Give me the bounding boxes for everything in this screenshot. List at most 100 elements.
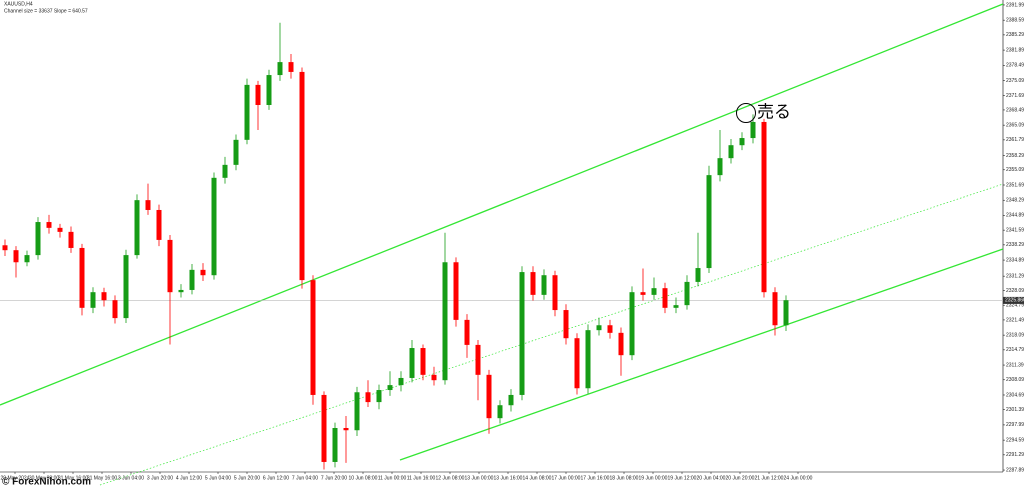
candle-body [387,385,393,391]
x-tick-label: 11 Jun 00:00 [378,475,407,481]
candle-body [332,428,338,462]
x-tick-label: 12 Jun 08:00 [436,475,465,481]
candle-body [288,62,294,72]
y-tick-label: 2287.890 [1006,467,1024,473]
candle-body [409,348,415,378]
candle-body [475,344,481,375]
candle-body [596,325,602,331]
y-tick-label: 2371.690 [1006,93,1024,99]
x-tick-label: 31 May 16:00 [87,475,118,481]
candle-body [772,292,778,326]
candle-body [651,288,657,295]
y-tick-label: 2375.090 [1006,78,1024,84]
plot-area [0,22,1003,470]
candle-body [695,268,701,282]
candle-body [101,292,107,301]
y-tick-label: 2355.090 [1006,167,1024,173]
candle-body [68,231,74,248]
candle-body [112,300,118,319]
candle-body [717,158,723,176]
annotation-circle [736,103,756,123]
candle-body [607,325,613,333]
y-tick-label: 2358.290 [1006,153,1024,159]
y-tick-label: 2348.290 [1006,198,1024,204]
candle-body [783,300,789,326]
x-tick-label: 24 Jun 00:00 [784,475,813,481]
x-tick-label: 13 Jun 16:00 [494,475,523,481]
candle-body [750,121,756,139]
candle-body [79,247,85,308]
x-tick-label: 3 Jun 20:00 [147,475,173,481]
y-tick-label: 2341.590 [1006,227,1024,233]
indicator-label: Channel size = 33637 Slope = 640.57 [4,8,88,14]
candle-body [24,255,30,263]
current-price-box [1003,296,1024,304]
candle-body [57,227,63,232]
candle-body [508,394,514,406]
candle-body [706,175,712,269]
x-tick-label: 5 Jun 04:00 [205,475,231,481]
candle-body [618,332,624,356]
x-tick-label: 17 Jun 00:00 [552,475,581,481]
candle-body [343,428,349,431]
candle-body [420,348,426,375]
candle-body [2,245,8,251]
x-tick-label: 10 Jun 08:00 [349,475,378,481]
channel-lower [399,248,1004,461]
x-tick-label: 5 Jun 20:00 [234,475,260,481]
channel-upper [0,3,1004,406]
candle-body [662,288,668,308]
y-tick-label: 2297.990 [1006,422,1024,428]
candle-body [46,222,52,228]
y-tick-label: 2351.690 [1006,182,1024,188]
candle-body [453,262,459,320]
y-tick-label: 2365.090 [1006,122,1024,128]
y-tick-label: 2381.890 [1006,47,1024,53]
y-tick-label: 2328.090 [1006,288,1024,294]
y-tick-label: 2388.590 [1006,17,1024,23]
candle-body [486,374,492,419]
candle-body [431,374,437,381]
candle-body [13,250,19,263]
y-tick-label: 2301.390 [1006,407,1024,413]
candle-body [739,138,745,146]
candle-body [464,319,470,345]
current-price-label: 2325.860 [1005,298,1024,304]
watermark: © ForexNihon.com [2,477,91,488]
candle-body [266,75,272,105]
annotation: 売る [757,102,791,121]
x-tick-label: 20 Jun 20:00 [726,475,755,481]
candle-body [233,139,239,165]
candle-body [629,292,635,356]
candle-body [684,281,690,306]
x-tick-label: 30 May 08:00 [29,475,60,481]
candle-body [255,84,261,105]
candle-body [211,177,217,276]
candle-body [354,392,360,431]
y-tick-label: 2318.090 [1006,332,1024,338]
candle-body [673,305,679,308]
y-tick-label: 2304.690 [1006,392,1024,398]
candle-body [640,292,646,295]
candle-body [244,84,250,140]
candle-body [222,164,228,178]
y-tick-label: 2311.390 [1006,362,1024,368]
candle-body [552,275,558,311]
candle-body [728,145,734,159]
candle-body [189,269,195,290]
candle-body [134,200,140,256]
candle-body [497,405,503,419]
x-tick-label: 29 May 2024 [1,475,30,481]
x-tick-label: 31 May 16:00 [58,475,89,481]
candle-body [321,394,327,462]
candle-body [35,222,41,256]
candle-body [365,392,371,403]
x-tick-label: 18 Jun 08:00 [610,475,639,481]
channel-middle [99,183,1004,486]
x-tick-label: 17 Jun 16:00 [581,475,610,481]
candle-body [299,71,305,281]
symbol: XAUUSD,H4 [4,1,33,7]
